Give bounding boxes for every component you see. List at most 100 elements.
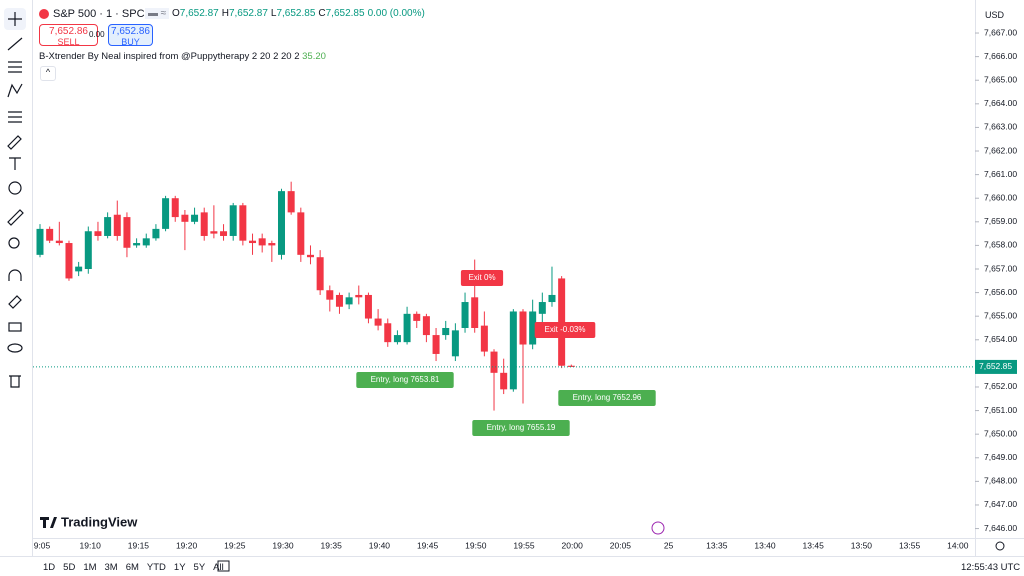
range-button[interactable]: 1M [83, 562, 97, 573]
indicator: B-Xtrender By Neal inspired from @Puppyt… [39, 51, 326, 62]
fib-tool[interactable] [8, 61, 22, 73]
candle-body [104, 217, 112, 236]
settings-icon[interactable] [995, 541, 1005, 551]
candle-body [316, 257, 324, 291]
candle-body [355, 294, 363, 298]
ruler-tool[interactable] [7, 209, 24, 226]
x-tick-label: 19:55 [513, 540, 535, 550]
change: 0.00 (0.00%) [367, 8, 425, 19]
candle-body [268, 243, 276, 246]
text-tool[interactable] [9, 157, 21, 170]
range-button[interactable]: 5Y [193, 562, 206, 573]
x-tick-label: 13:40 [754, 540, 776, 550]
y-tick-label: 7,652.00 [984, 381, 1017, 391]
x-tick-label: 20:05 [610, 540, 632, 550]
trash-tool[interactable] [9, 375, 21, 388]
y-tick-label: 7,656.00 [984, 287, 1017, 297]
y-tick-label: 7,654.00 [984, 334, 1017, 344]
y-tick-label: 7,655.00 [984, 310, 1017, 320]
candle-body [239, 205, 247, 241]
range-button[interactable]: YTD [146, 562, 166, 573]
candle-body [46, 228, 54, 241]
y-tick-label: 7,650.00 [984, 428, 1017, 438]
candle-body [152, 228, 160, 239]
buy-button[interactable]: 7,652.86 BUY [108, 24, 153, 47]
x-tick-label: 19:45 [417, 540, 439, 550]
candle-body [461, 302, 469, 328]
collapse-button[interactable]: ^ [40, 66, 56, 81]
order-label: Entry, long 7655.19 [487, 423, 556, 432]
candle-body [258, 238, 266, 246]
candle-body [538, 302, 546, 314]
candle-body [306, 254, 314, 258]
chart-type-icons[interactable]: ▬ ≈ [145, 8, 170, 19]
x-tick-label: 13:45 [803, 540, 825, 550]
event-icon[interactable] [651, 521, 665, 535]
range-button[interactable]: 1D [43, 562, 56, 573]
hide-tool[interactable] [7, 343, 23, 353]
range-button[interactable]: 1Y [173, 562, 186, 573]
order-label-box [356, 372, 454, 388]
order-label-box [558, 390, 656, 406]
candle-body [413, 313, 421, 321]
range-button[interactable]: All [213, 562, 224, 573]
ohlc-value: 7,652.87 [179, 8, 219, 19]
buy-label: BUY [121, 37, 140, 47]
currency[interactable]: USD [985, 10, 1005, 20]
candle-body [384, 323, 392, 343]
candle-body [480, 325, 488, 352]
y-tick-label: 7,648.00 [984, 476, 1017, 486]
candle-body [113, 214, 121, 236]
y-tick-label: 7,667.00 [984, 27, 1017, 37]
x-tick-label: 19:30 [272, 540, 294, 550]
candle-body [374, 318, 382, 326]
candle-body [278, 191, 285, 255]
ohlc: O7,652.87 H7,652.87 L7,652.85 C7,652.85 0.00… [172, 8, 425, 19]
y-tick-label: 7,665.00 [984, 74, 1017, 84]
ohlc-value: 7,652.85 [276, 8, 316, 19]
lock-tool[interactable] [8, 322, 22, 332]
range-button[interactable]: 5D [63, 562, 76, 573]
emoji-tool[interactable] [8, 181, 22, 195]
crosshair-tool[interactable] [8, 12, 22, 26]
candle-body [403, 313, 411, 343]
y-tick-label: 7,647.00 [984, 499, 1017, 509]
candle-body [249, 240, 257, 244]
brush-tool[interactable] [7, 135, 22, 150]
candle-body [220, 231, 228, 236]
symbol[interactable]: S&P 500 · 1 · SPCFD [53, 8, 160, 20]
x-tick-label: 13:35 [706, 540, 728, 550]
forecast-tool[interactable] [8, 111, 22, 123]
candle-body [471, 297, 479, 328]
sell-label: SELL [57, 37, 80, 47]
date-range-icon[interactable] [217, 560, 230, 572]
symbol-icon [39, 9, 49, 19]
candle-body [171, 198, 179, 218]
magnet-tool[interactable] [8, 269, 22, 281]
order-label: Entry, long 7653.81 [371, 375, 440, 384]
range-button[interactable]: 6M [125, 562, 139, 573]
candle-body [451, 330, 459, 357]
sell-button[interactable]: 7,652.86 SELL [39, 24, 98, 47]
line-tool[interactable] [7, 37, 23, 51]
x-tick-label: 19:35 [321, 540, 343, 550]
indicator-name: B-Xtrender By Neal inspired from @Puppyt… [39, 51, 300, 62]
pattern-tool[interactable] [7, 83, 23, 98]
ohlc-key: O [172, 8, 180, 19]
x-tick-label: 19:15 [128, 540, 150, 550]
range-button[interactable]: 3M [104, 562, 118, 573]
zoom-tool[interactable] [8, 237, 20, 249]
candle-body [36, 228, 44, 255]
y-tick-label: 7,663.00 [984, 122, 1017, 132]
x-tick-label: 19:20 [176, 540, 198, 550]
last-price-box [975, 359, 1017, 374]
plot: Exit 0% Entry, long 7653.81 Entry, long 76… [33, 181, 975, 436]
sell-price: 7,652.86 [49, 26, 88, 37]
candle-body [229, 205, 237, 236]
lock-draw-tool[interactable] [8, 295, 22, 309]
x-tick-label: 19:10 [80, 540, 102, 550]
logo-text: TradingView [61, 514, 138, 529]
candle-body [123, 217, 131, 248]
